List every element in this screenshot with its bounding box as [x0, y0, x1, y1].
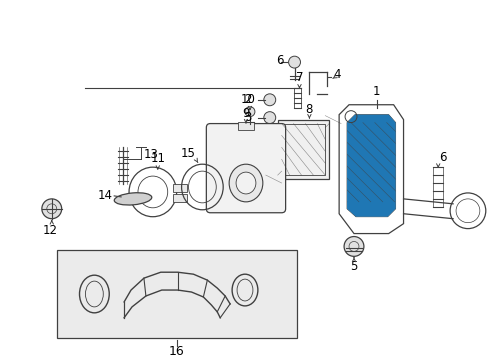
Bar: [172, 194, 186, 202]
Text: 16: 16: [168, 345, 184, 358]
Text: 12: 12: [42, 224, 57, 237]
Text: 11: 11: [150, 152, 165, 165]
Circle shape: [288, 56, 300, 68]
FancyBboxPatch shape: [206, 123, 285, 213]
Circle shape: [42, 199, 61, 219]
Ellipse shape: [114, 193, 151, 205]
Text: 5: 5: [349, 260, 357, 273]
Text: 6: 6: [275, 54, 283, 67]
Circle shape: [344, 237, 363, 256]
Text: 15: 15: [181, 147, 196, 160]
Circle shape: [244, 107, 254, 117]
Text: 13: 13: [143, 148, 158, 161]
Text: 3: 3: [244, 111, 251, 124]
Polygon shape: [346, 114, 395, 217]
Text: 6: 6: [439, 151, 446, 164]
Text: 8: 8: [305, 103, 312, 116]
Text: 7: 7: [295, 72, 303, 85]
Text: 1: 1: [372, 85, 380, 98]
Bar: [277, 120, 328, 179]
Ellipse shape: [229, 164, 262, 202]
Ellipse shape: [236, 172, 255, 194]
Text: 4: 4: [333, 68, 340, 81]
Bar: [57, 251, 296, 338]
Circle shape: [264, 94, 275, 106]
Bar: [281, 123, 325, 175]
Text: 9: 9: [242, 107, 249, 120]
Bar: [238, 122, 253, 130]
Text: 2: 2: [244, 93, 251, 106]
Polygon shape: [346, 114, 395, 217]
Bar: [172, 184, 186, 192]
Text: 10: 10: [240, 93, 255, 106]
Text: 14: 14: [98, 189, 113, 202]
Circle shape: [264, 112, 275, 123]
